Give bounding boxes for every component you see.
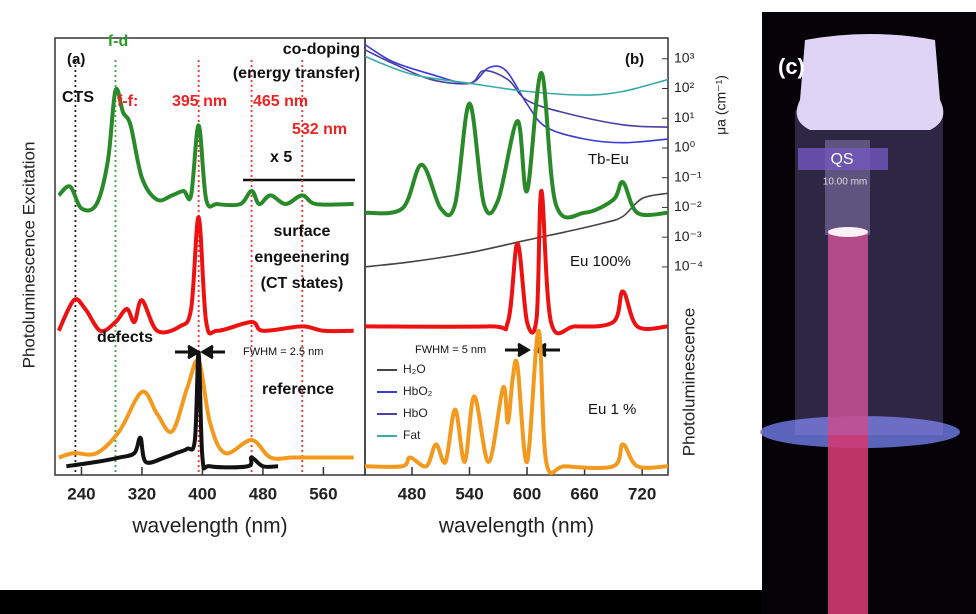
y2-tick-label: 10⁻³ [674,228,702,244]
series-line [364,188,669,336]
series-line [364,328,669,476]
cuvette-cap [796,34,944,130]
annotation: surface [274,223,331,240]
annotation: 465 nm [253,93,308,110]
series-line [364,43,669,144]
y2-tick-label: 10⁰ [674,139,696,155]
legend-label: HbO₂ [403,384,433,398]
arrow-head [200,344,214,360]
annotation: f-d [108,33,128,50]
annotation: FWHM = 2.5 nm [243,346,323,358]
y-axis-label: Photoluminescence [679,308,698,456]
annotation: FWHM = 5 nm [415,344,486,356]
annotation: Tb-Eu [588,151,629,168]
y-axis-label: Photoluminescence Excitation [19,142,38,369]
x-tick-label: 600 [513,484,541,503]
series-line [364,70,669,220]
x-tick-label: 540 [455,484,483,503]
panel-label: (a) [67,51,85,68]
annotation: (energy transfer) [233,65,360,82]
x-tick-label: 320 [128,484,156,503]
legend-label: Fat [403,428,421,442]
y2-axis-label: μa (cm⁻¹) [713,75,729,135]
x-tick-label: 400 [188,484,216,503]
x-tick-label: 720 [628,484,656,503]
annotation: x 5 [270,149,292,166]
annotation: 532 nm [292,121,347,138]
annotation: defects [97,329,153,346]
y2-tick-label: 10⁻¹ [674,168,702,184]
legend-label: HbO [403,406,428,420]
y2-tick-label: 10¹ [674,109,695,125]
meniscus [828,227,868,237]
annotation: (CT states) [261,275,344,292]
x-tick-label: 480 [249,484,277,503]
x-tick-label: 560 [309,484,337,503]
photo-panel: (c) QS 10.00 mm [760,12,976,614]
series-line [66,350,279,471]
cuvette-size: 10.00 mm [823,177,867,188]
series-line [58,358,354,461]
annotation: co-doping [283,41,360,58]
x-axis-label: wavelength (nm) [131,515,287,538]
cuvette-tag [798,148,888,170]
panel-label: (c) [778,54,805,79]
annotation: 395 nm [172,93,227,110]
y2-tick-label: 10⁻⁴ [674,258,703,274]
annotation: reference [262,381,334,398]
y2-tick-label: 10³ [674,49,695,65]
annotation: Eu 1 % [588,401,636,418]
series-line [57,86,354,213]
series-line [364,49,669,128]
series-line [364,55,669,96]
x-tick-label: 240 [67,484,95,503]
annotation: f-f: [117,93,138,110]
x-tick-label: 660 [570,484,598,503]
panel-label: (b) [625,51,644,68]
plot-frame [364,37,669,476]
annotation: engeenering [254,249,349,266]
x-axis-label: wavelength (nm) [438,515,594,538]
annotation: Eu 100% [570,253,631,270]
legend-label: H₂O [403,362,426,376]
fluorescent-column [828,230,868,614]
x-tick-label: 480 [398,484,426,503]
bottom-band [0,590,762,614]
y2-tick-label: 10⁻² [674,198,702,214]
cuvette-label: QS [830,151,853,168]
arrow-head [517,342,531,358]
series-line [364,192,669,268]
series-line [56,215,354,336]
annotation: CTS [62,89,94,106]
y2-tick-label: 10² [674,79,695,95]
